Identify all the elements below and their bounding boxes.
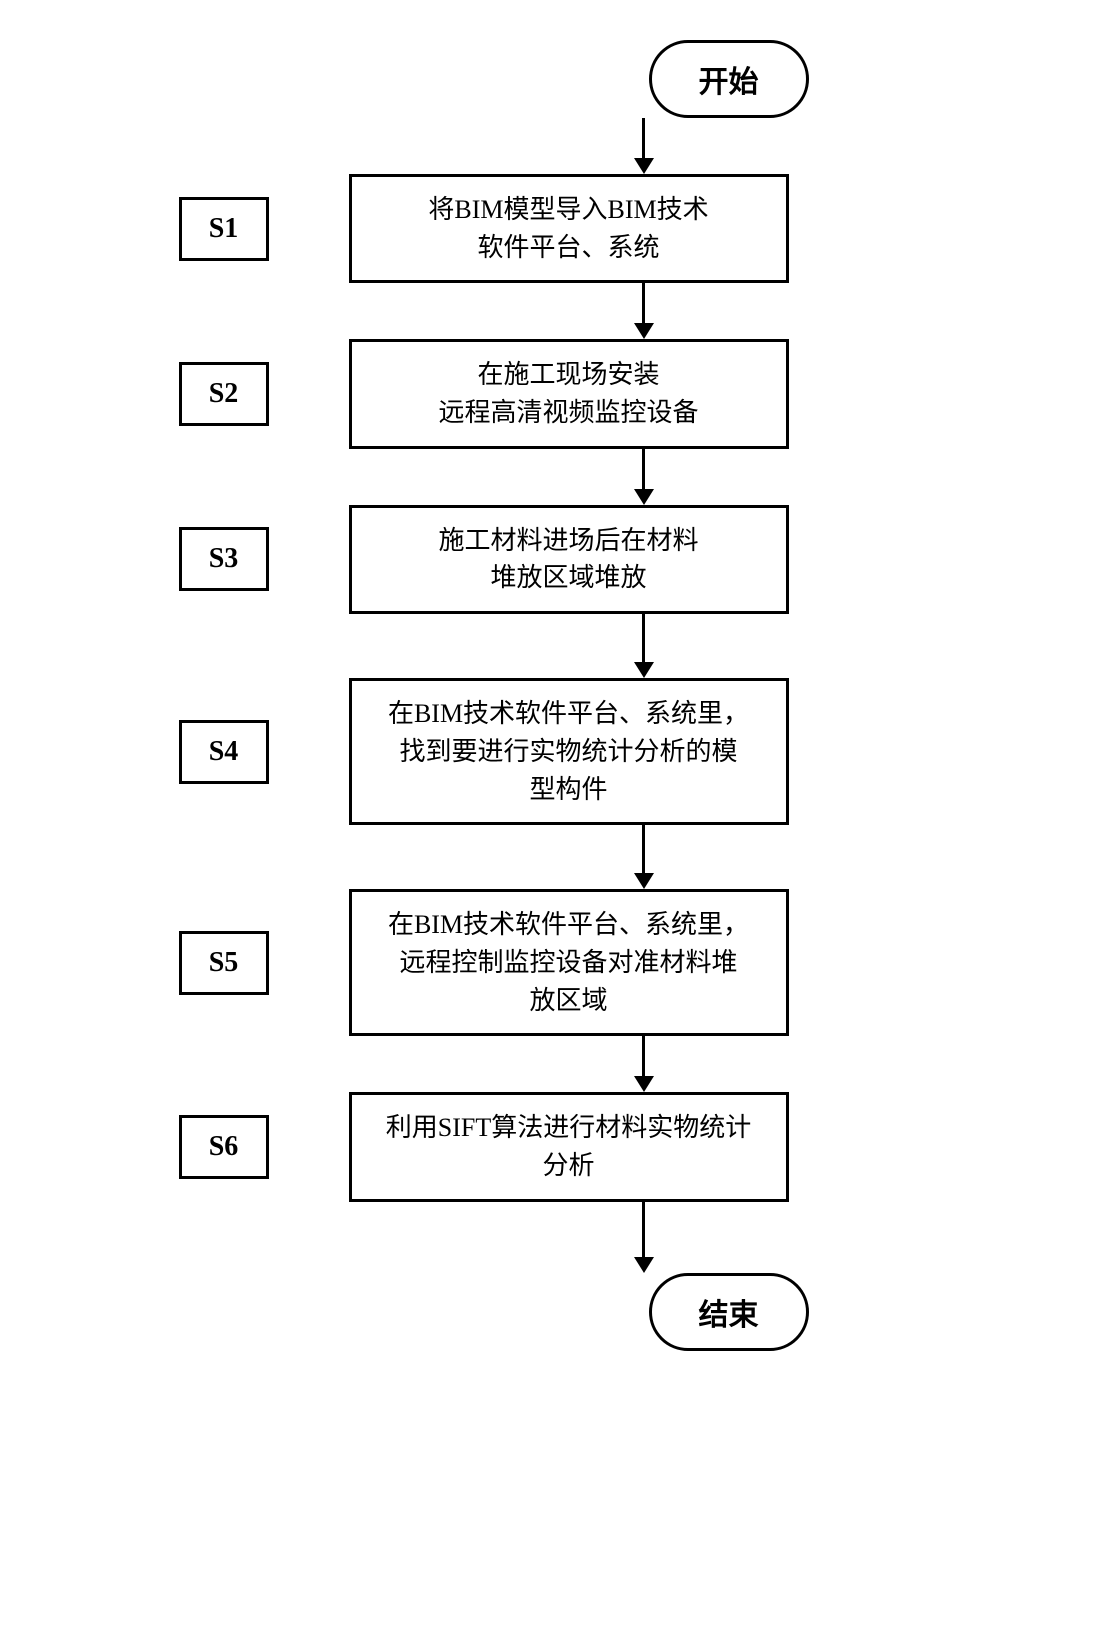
step-label-s2: S2: [179, 362, 269, 426]
arrow-line: [642, 1036, 645, 1076]
arrow-head-icon: [634, 1257, 654, 1273]
arrow-container: [179, 118, 939, 174]
arrow-head-icon: [634, 1076, 654, 1092]
arrow-head-icon: [634, 489, 654, 505]
arrow-container: [179, 1036, 939, 1092]
arrow-line: [642, 449, 645, 489]
step-row-s5: S5 在BIM技术软件平台、系统里， 远程控制监控设备对准材料堆 放区域: [179, 889, 939, 1036]
process-box-s1: 将BIM模型导入BIM技术 软件平台、系统: [349, 174, 789, 283]
process-text: 在施工现场安装 远程高清视频监控设备: [438, 356, 698, 431]
arrow-line: [642, 614, 645, 662]
arrow-down: [424, 1036, 864, 1092]
arrow-down: [424, 449, 864, 505]
process-text: 将BIM模型导入BIM技术 软件平台、系统: [428, 191, 708, 266]
arrow-container: [179, 614, 939, 678]
arrow-head-icon: [634, 873, 654, 889]
step-row-s1: S1 将BIM模型导入BIM技术 软件平台、系统: [179, 174, 939, 283]
arrow-line: [642, 118, 645, 158]
start-row: 开始: [179, 40, 939, 118]
process-box-s5: 在BIM技术软件平台、系统里， 远程控制监控设备对准材料堆 放区域: [349, 889, 789, 1036]
spacer: [254, 1036, 344, 1092]
arrow-head-icon: [634, 158, 654, 174]
step-label-s1: S1: [179, 197, 269, 261]
process-box-s3: 施工材料进场后在材料 堆放区域堆放: [349, 505, 789, 614]
step-row-s4: S4 在BIM技术软件平台、系统里， 找到要进行实物统计分析的模 型构件: [179, 678, 939, 825]
process-text: 在BIM技术软件平台、系统里， 远程控制监控设备对准材料堆 放区域: [388, 906, 749, 1019]
terminator-wrapper-start: 开始: [519, 40, 939, 118]
end-terminator: 结束: [649, 1273, 809, 1351]
spacer: [254, 449, 344, 505]
process-text: 施工材料进场后在材料 堆放区域堆放: [438, 522, 698, 597]
terminator-wrapper-end: 结束: [519, 1273, 939, 1351]
step-label-s6: S6: [179, 1115, 269, 1179]
arrow-container: [179, 1202, 939, 1273]
process-box-s4: 在BIM技术软件平台、系统里， 找到要进行实物统计分析的模 型构件: [349, 678, 789, 825]
spacer: [254, 614, 344, 678]
arrow-container: [179, 449, 939, 505]
step-row-s3: S3 施工材料进场后在材料 堆放区域堆放: [179, 505, 939, 614]
process-text: 利用SIFT算法进行材料实物统计 分析: [386, 1109, 751, 1184]
spacer: [254, 118, 344, 174]
arrow-line: [642, 825, 645, 873]
end-row: 结束: [179, 1273, 939, 1351]
arrow-head-icon: [634, 662, 654, 678]
arrow-down: [424, 825, 864, 889]
spacer: [254, 1202, 344, 1273]
process-box-s6: 利用SIFT算法进行材料实物统计 分析: [349, 1092, 789, 1201]
arrow-line: [642, 1202, 645, 1257]
process-text: 在BIM技术软件平台、系统里， 找到要进行实物统计分析的模 型构件: [388, 695, 749, 808]
step-label-s3: S3: [179, 527, 269, 591]
arrow-down: [424, 118, 864, 174]
arrow-down: [424, 1202, 864, 1273]
arrow-down: [424, 614, 864, 678]
step-row-s6: S6 利用SIFT算法进行材料实物统计 分析: [179, 1092, 939, 1201]
spacer: [254, 825, 344, 889]
process-box-s2: 在施工现场安装 远程高清视频监控设备: [349, 339, 789, 448]
step-label-s5: S5: [179, 931, 269, 995]
arrow-down: [424, 283, 864, 339]
flowchart-container: 开始 S1 将BIM模型导入BIM技术 软件平台、系统: [179, 40, 939, 1351]
step-row-s2: S2 在施工现场安装 远程高清视频监控设备: [179, 339, 939, 448]
arrow-head-icon: [634, 323, 654, 339]
spacer: [179, 40, 269, 118]
spacer: [254, 283, 344, 339]
spacer: [179, 1273, 269, 1351]
step-label-s4: S4: [179, 720, 269, 784]
arrow-line: [642, 283, 645, 323]
arrow-container: [179, 283, 939, 339]
start-terminator: 开始: [649, 40, 809, 118]
arrow-container: [179, 825, 939, 889]
